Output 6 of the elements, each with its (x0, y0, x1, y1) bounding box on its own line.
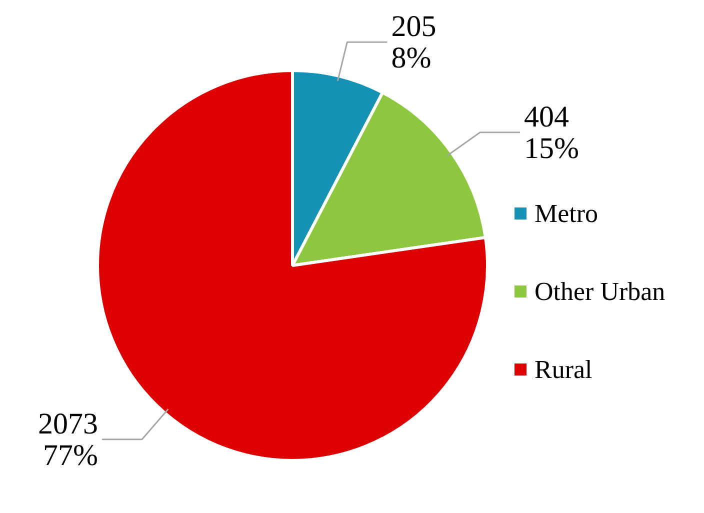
legend-label: Rural (534, 355, 592, 384)
legend-label: Metro (534, 199, 598, 228)
data-label: 2073 77% (38, 407, 98, 472)
data-label: 205 8% (391, 10, 436, 75)
data-label: 404 15% (524, 100, 580, 165)
legend-label: Other Urban (534, 277, 666, 306)
